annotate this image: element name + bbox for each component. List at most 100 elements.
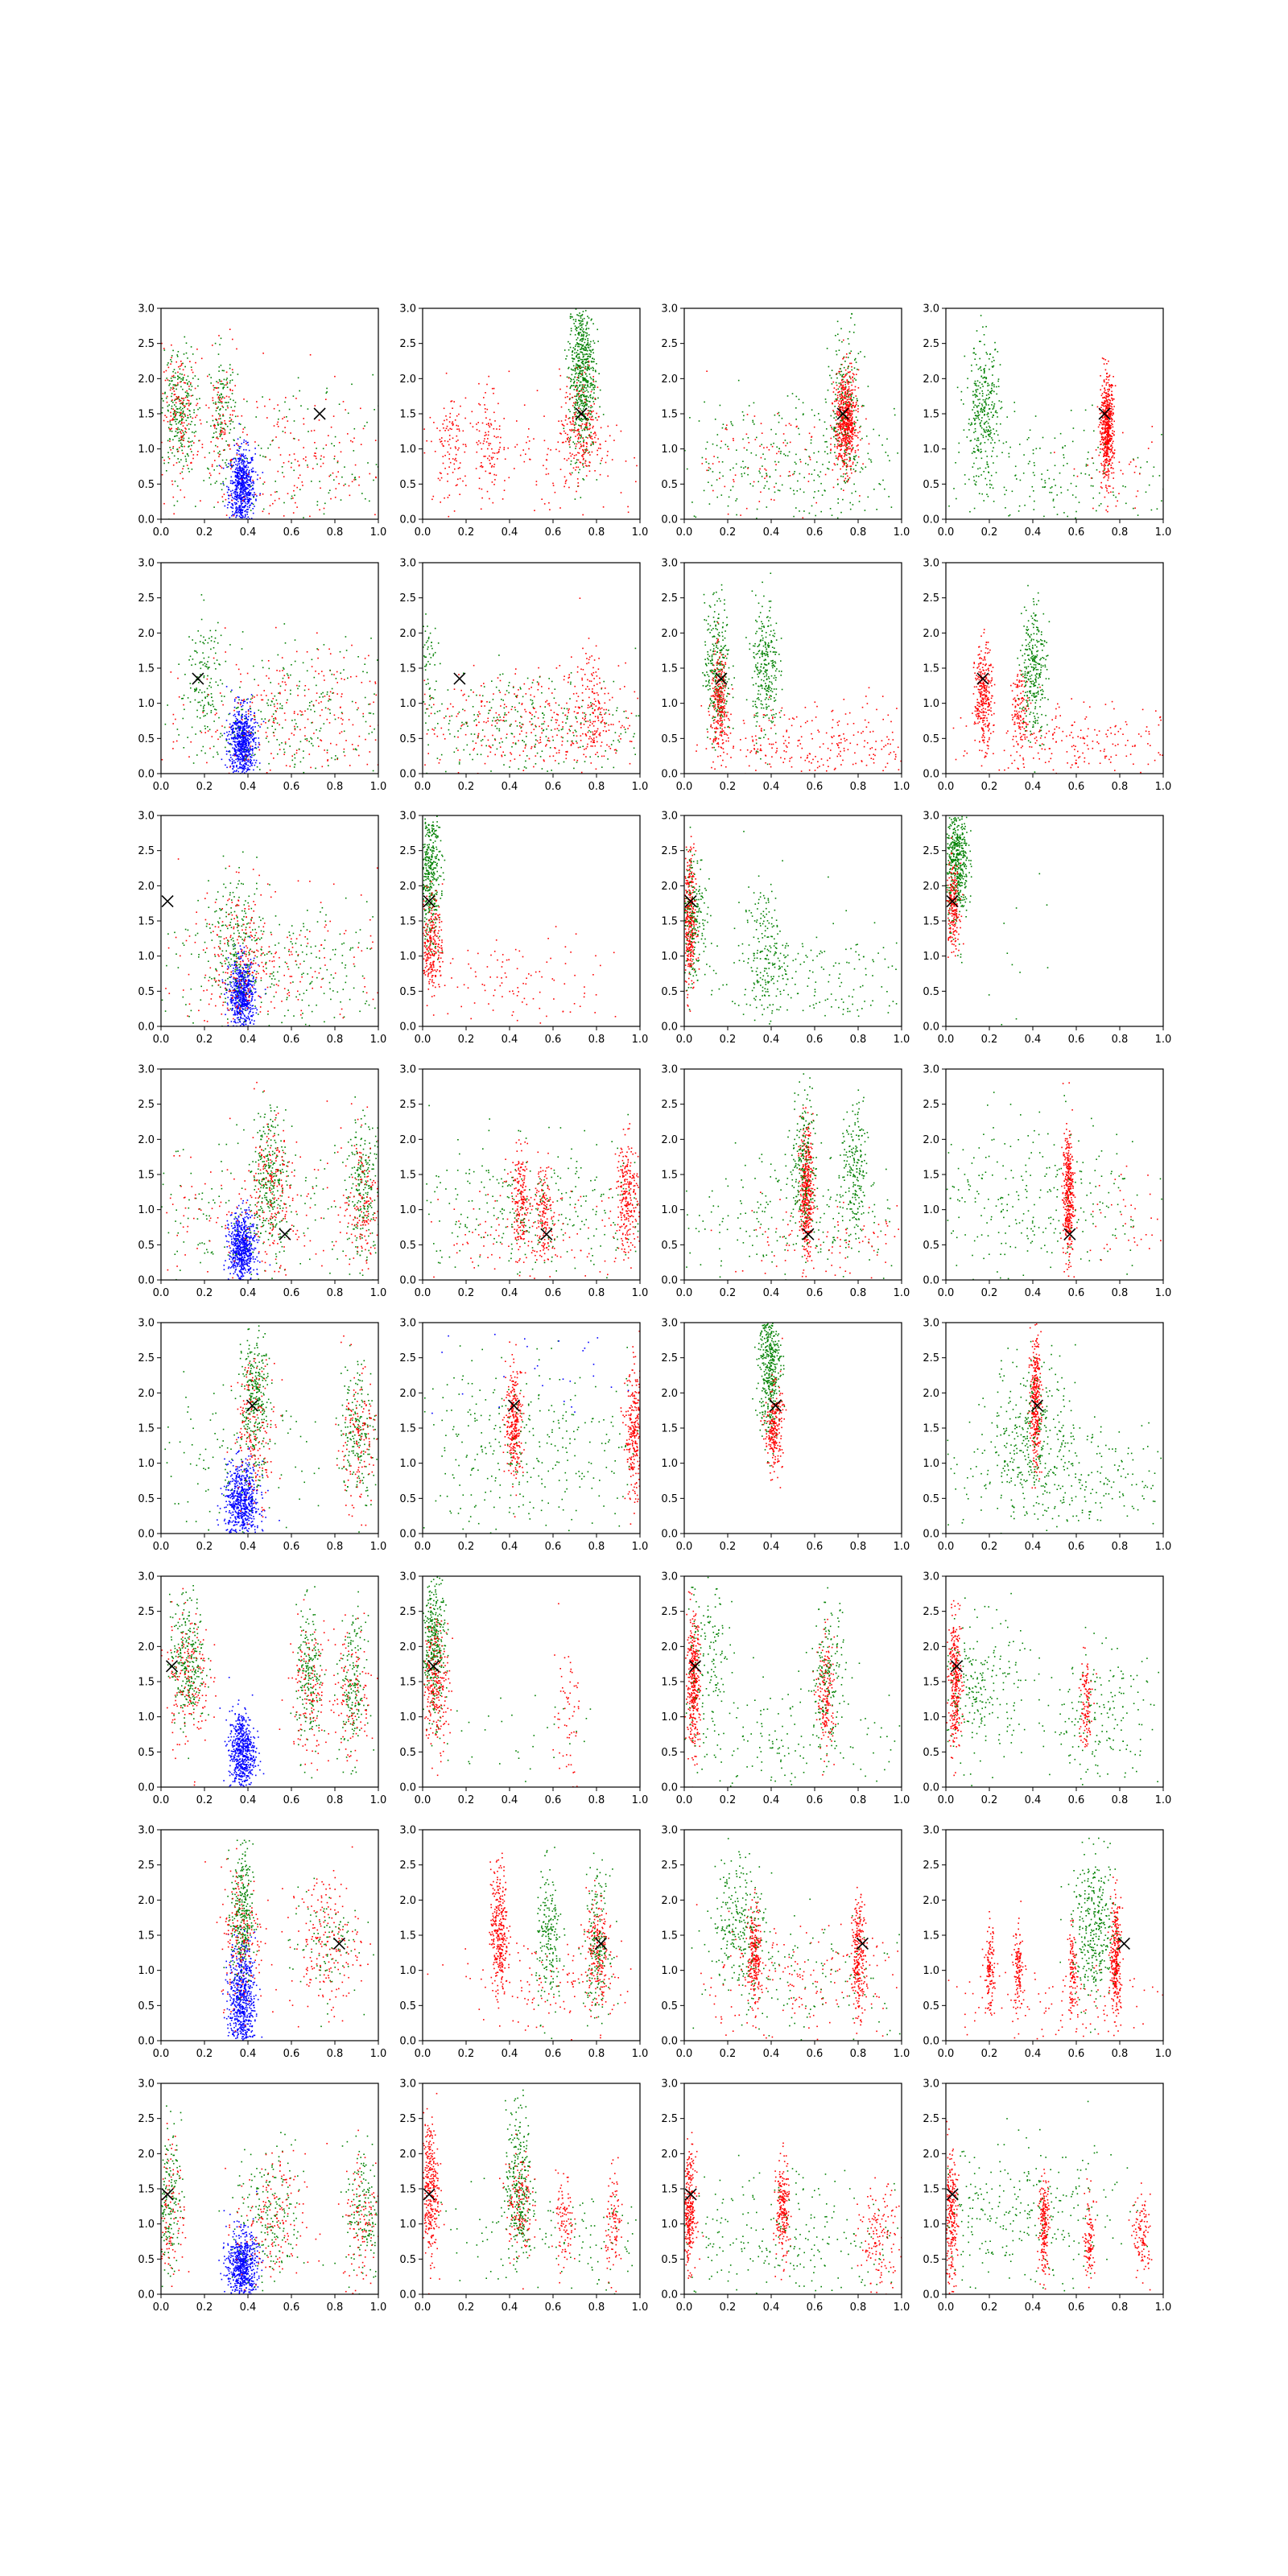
point <box>980 427 983 429</box>
point <box>1103 473 1105 474</box>
point <box>857 411 859 413</box>
point <box>516 420 518 422</box>
point <box>836 446 838 448</box>
point <box>303 418 304 419</box>
point <box>721 427 724 429</box>
point <box>844 452 846 453</box>
point <box>727 513 729 515</box>
point <box>166 416 167 418</box>
point <box>452 407 453 409</box>
point <box>171 400 172 402</box>
point <box>465 485 467 486</box>
point <box>576 352 578 353</box>
point <box>167 456 170 458</box>
point <box>590 382 592 384</box>
point <box>979 357 980 360</box>
point <box>974 483 976 485</box>
point <box>840 393 843 395</box>
point <box>1101 487 1103 489</box>
point <box>226 491 229 493</box>
point <box>988 430 989 432</box>
point <box>299 489 301 490</box>
point <box>758 481 759 483</box>
point <box>844 390 847 393</box>
point <box>581 352 584 353</box>
point <box>565 402 567 404</box>
point <box>843 381 845 382</box>
point <box>448 439 451 440</box>
point <box>583 348 584 349</box>
point <box>331 443 332 444</box>
point <box>589 356 592 357</box>
point <box>974 404 976 407</box>
point <box>483 397 485 398</box>
point <box>834 413 836 415</box>
point <box>233 440 235 441</box>
point <box>848 404 850 406</box>
point <box>182 477 184 480</box>
point <box>433 422 435 423</box>
green-cluster <box>161 336 200 502</box>
point <box>1104 402 1106 404</box>
point <box>972 402 975 404</box>
point <box>585 324 587 327</box>
green-cluster <box>684 379 898 519</box>
point <box>575 328 576 330</box>
point <box>867 452 869 455</box>
point <box>571 385 572 386</box>
point <box>1107 417 1108 419</box>
point <box>991 385 993 386</box>
point <box>188 446 189 448</box>
point <box>181 415 184 417</box>
point <box>588 406 590 408</box>
point <box>240 512 242 514</box>
point <box>278 418 279 420</box>
point <box>867 496 869 498</box>
point <box>1080 473 1082 474</box>
point <box>216 419 217 420</box>
point <box>290 466 292 469</box>
point <box>578 365 580 366</box>
point <box>197 408 199 411</box>
point <box>1088 474 1090 476</box>
point <box>855 464 857 466</box>
point <box>242 460 244 462</box>
point <box>579 372 580 374</box>
point <box>836 373 837 375</box>
point <box>802 517 804 519</box>
point <box>1108 374 1111 377</box>
point <box>575 423 577 425</box>
point <box>971 370 972 372</box>
point <box>184 391 187 393</box>
point <box>183 353 185 355</box>
point <box>1111 444 1113 447</box>
point <box>841 378 843 381</box>
point <box>796 490 799 492</box>
point <box>277 426 279 427</box>
point <box>238 512 240 514</box>
point <box>170 363 171 365</box>
point <box>580 368 582 369</box>
point <box>333 445 335 447</box>
point <box>972 417 975 419</box>
point <box>481 448 483 450</box>
point <box>1101 357 1104 359</box>
point <box>1111 448 1113 450</box>
point <box>235 516 237 518</box>
point <box>250 504 251 506</box>
point <box>1111 406 1113 408</box>
point <box>845 443 848 444</box>
point <box>240 495 242 497</box>
point <box>781 484 783 486</box>
point <box>977 446 979 448</box>
point <box>837 440 839 441</box>
point <box>592 410 594 412</box>
point <box>1063 456 1065 459</box>
point <box>580 322 582 324</box>
point <box>587 428 588 430</box>
point <box>572 369 573 371</box>
point <box>477 422 479 423</box>
point <box>180 386 182 388</box>
point <box>1041 473 1042 475</box>
point <box>183 435 184 436</box>
